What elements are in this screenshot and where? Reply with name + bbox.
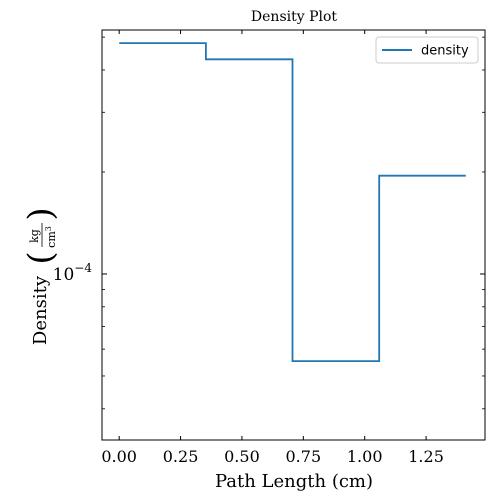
x-tick-label: 0.25 — [163, 447, 199, 466]
y-axis-ticks: 10−4 — [53, 36, 485, 410]
x-axis-ticks: 0.00 0.25 0.50 0.75 1.00 1.25 — [101, 30, 444, 466]
x-tick-label: 1.25 — [408, 447, 444, 466]
legend: density — [375, 36, 479, 64]
x-tick-label: 0.50 — [224, 447, 260, 466]
y-axis-label-text: Density — [30, 275, 51, 345]
plot-frame — [101, 29, 486, 441]
x-axis-label: Path Length (cm) — [215, 471, 373, 492]
series-line-density — [119, 42, 466, 362]
legend-box — [375, 36, 479, 64]
x-tick-label: 0.75 — [286, 447, 322, 466]
y-tick-label: 10−4 — [53, 261, 93, 285]
legend-entry-density: density — [421, 44, 469, 59]
x-tick-label: 0.00 — [101, 447, 137, 466]
chart-title: Density Plot — [251, 9, 338, 25]
y-axis-label-paren-left: ( — [21, 251, 61, 264]
y-axis-label-unit-den: cm3 — [44, 226, 58, 248]
series-layer — [119, 42, 466, 362]
y-axis-label-unit-exp: 3 — [44, 226, 53, 231]
x-tick-label: 1.00 — [347, 447, 383, 466]
y-axis-label-unit-num: kg — [28, 229, 41, 243]
y-axis-label-paren-right: ) — [21, 207, 61, 220]
y-axis-label: Density ( kg cm3 ) — [21, 207, 61, 345]
